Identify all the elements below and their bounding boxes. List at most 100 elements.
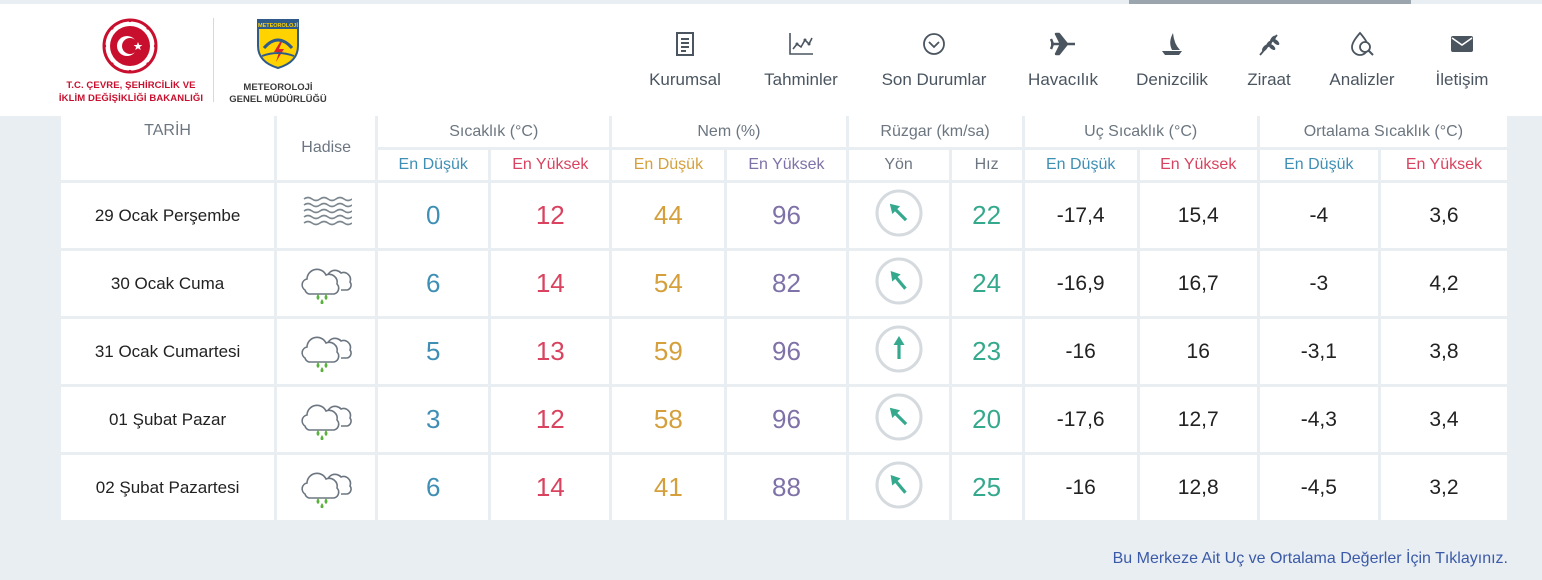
row-hum-max: 96 [727, 183, 846, 248]
row-temp-min: 0 [378, 183, 489, 248]
row-average-max: 3,2 [1380, 455, 1507, 520]
row-hum-min: 59 [612, 319, 725, 384]
mgm-name-line2: GENEL MÜDÜRLÜĞÜ [229, 94, 327, 105]
row-temp-min: 6 [378, 455, 489, 520]
row-event [277, 251, 376, 316]
nav-analizler[interactable]: Analizler [1327, 4, 1397, 116]
row-temp-min: 6 [378, 251, 489, 316]
row-date: 31 Ocak Cumartesi [61, 319, 275, 384]
chevron-circle-icon [923, 33, 945, 55]
wind-direction-icon [875, 393, 923, 441]
fog-icon [303, 196, 353, 226]
table-row: 31 Ocak Cumartesi 5 13 59 96 23 -16 16 -3,1 3,8 [61, 319, 1507, 384]
header-extreme: Uç Sıcaklık (°C) [1024, 116, 1257, 147]
mgm-name-line1: METEOROLOJİ [243, 82, 313, 93]
row-event [277, 183, 376, 248]
rain-cloud-icon [301, 472, 353, 509]
subheader-average-max: En Yüksek [1380, 150, 1507, 180]
header-humidity: Nem (%) [612, 116, 846, 147]
row-wind-speed: 20 [951, 387, 1022, 452]
nav-label: Denizcilik [1136, 70, 1208, 89]
row-extreme-min: -16 [1024, 455, 1137, 520]
nav-ziraat[interactable]: Ziraat [1244, 4, 1294, 116]
row-extreme-max: 16 [1139, 319, 1257, 384]
nav-iletisim[interactable]: İletişim [1432, 4, 1492, 116]
row-event [277, 319, 376, 384]
row-date: 30 Ocak Cuma [61, 251, 275, 316]
active-tab-indicator [1129, 0, 1411, 4]
row-hum-max: 96 [727, 319, 846, 384]
nav-label: Kurumsal [649, 70, 721, 89]
row-average-max: 3,4 [1380, 387, 1507, 452]
table-row: 02 Şubat Pazartesi 6 14 41 88 25 -16 12,8 -4,5 3,… [61, 455, 1507, 520]
row-average-min: -4,3 [1259, 387, 1378, 452]
mgm-logo[interactable]: METEOROLOJİ METEOROLOJİ GENEL MÜDÜRLÜĞÜ [226, 16, 330, 110]
row-wind-direction [848, 319, 949, 384]
header-date: TARİH [61, 116, 275, 180]
nav-denizcilik[interactable]: Denizcilik [1133, 4, 1211, 116]
subheader-temp-min: En Düşük [378, 150, 489, 180]
row-hum-min: 58 [612, 387, 725, 452]
nav-label: Ziraat [1247, 70, 1291, 89]
subheader-wind-speed: Hız [951, 150, 1022, 180]
row-temp-min: 5 [378, 319, 489, 384]
sailboat-icon [1162, 33, 1182, 55]
station-extremes-link[interactable]: Bu Merkeze Ait Uç ve Ortalama Değerler İ… [1112, 550, 1508, 567]
table-row: 01 Şubat Pazar 3 12 58 96 20 -17,6 12,7 -4,3 3,4 [61, 387, 1507, 452]
nav-kurumsal[interactable]: Kurumsal [645, 4, 725, 116]
nav-label: Analizler [1329, 70, 1395, 89]
header-event: Hadise [277, 116, 376, 180]
plane-icon [1049, 32, 1075, 56]
ministry-seal-icon [102, 18, 158, 74]
row-temp-max: 14 [491, 455, 610, 520]
row-average-min: -4,5 [1259, 455, 1378, 520]
row-wind-speed: 25 [951, 455, 1022, 520]
row-temp-max: 12 [491, 183, 610, 248]
mgm-badge-text: METEOROLOJİ [258, 22, 299, 29]
row-temp-max: 12 [491, 387, 610, 452]
row-wind-direction [848, 251, 949, 316]
row-average-max: 4,2 [1380, 251, 1507, 316]
row-wind-direction [848, 455, 949, 520]
row-extreme-min: -17,6 [1024, 387, 1137, 452]
forecast-table-container: TARİH Hadise Sıcaklık (°C) Nem (%) Rüzga… [58, 116, 1510, 523]
ministry-logo[interactable]: T.C. ÇEVRE, ŞEHİRCİLİK VE İKLİM DEĞİŞİKL… [58, 16, 204, 110]
row-wind-direction [848, 183, 949, 248]
row-average-max: 3,6 [1380, 183, 1507, 248]
ministry-name-line2: İKLİM DEĞİŞİKLİĞİ BAKANLIĞI [58, 93, 204, 104]
row-date: 29 Ocak Perşembe [61, 183, 275, 248]
rain-cloud-icon [301, 404, 353, 441]
subheader-extreme-min: En Düşük [1024, 150, 1137, 180]
nav-havacilik[interactable]: Havacılık [1026, 4, 1100, 116]
logo-divider [213, 18, 214, 102]
wheat-icon [1259, 34, 1280, 56]
rain-cloud-icon [301, 336, 353, 373]
table-row: 29 Ocak Perşembe 0 12 44 96 22 -17,4 15,4 -4 3,6 [61, 183, 1507, 248]
subheader-hum-max: En Yüksek [727, 150, 846, 180]
row-hum-max: 88 [727, 455, 846, 520]
chart-icon [789, 33, 813, 55]
subheader-temp-max: En Yüksek [491, 150, 610, 180]
wind-direction-icon [875, 325, 923, 373]
ministry-name-line1: T.C. ÇEVRE, ŞEHİRCİLİK VE [66, 80, 196, 91]
rain-cloud-icon [301, 268, 353, 305]
row-hum-min: 41 [612, 455, 725, 520]
row-extreme-max: 12,7 [1139, 387, 1257, 452]
nav-son-durumlar[interactable]: Son Durumlar [877, 4, 991, 116]
mgm-shield-icon: METEOROLOJİ [257, 19, 299, 70]
row-temp-max: 13 [491, 319, 610, 384]
row-event [277, 387, 376, 452]
top-bar [0, 0, 1542, 4]
document-icon [676, 32, 694, 56]
row-temp-min: 3 [378, 387, 489, 452]
row-hum-max: 96 [727, 387, 846, 452]
row-wind-direction [848, 387, 949, 452]
mail-icon [1451, 36, 1473, 52]
subheader-extreme-max: En Yüksek [1139, 150, 1257, 180]
row-wind-speed: 23 [951, 319, 1022, 384]
row-temp-max: 14 [491, 251, 610, 316]
nav-tahminler[interactable]: Tahminler [759, 4, 843, 116]
row-wind-speed: 22 [951, 183, 1022, 248]
row-hum-max: 82 [727, 251, 846, 316]
row-extreme-min: -16,9 [1024, 251, 1137, 316]
